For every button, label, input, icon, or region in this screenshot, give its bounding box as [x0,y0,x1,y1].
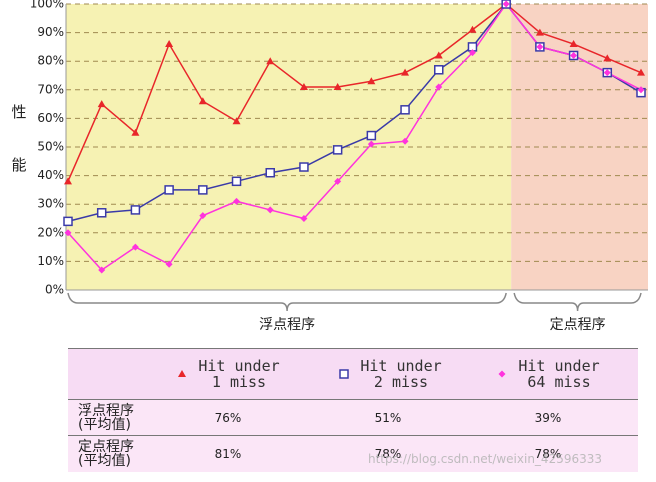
y-tick-label: 20% [37,225,64,239]
marker [198,185,208,195]
marker [339,369,350,379]
marker [165,260,173,268]
marker [366,130,377,141]
table-cell: 76% [214,411,242,425]
marker [98,266,106,274]
y-tick-label: 30% [37,197,64,211]
series-line [67,3,642,182]
marker [164,185,174,195]
marker [64,177,72,185]
marker [178,370,187,377]
marker [63,216,73,227]
table-cell: 78% [374,447,402,461]
marker [637,86,645,94]
legend-item: Hit under 1 miss [138,349,318,399]
marker [233,197,241,205]
chart: 性能 浮点程序 定点程序 0% 10% 20% 30% 40% 50% 60% 70% 80% 90%… [10,0,648,333]
region-bracket [67,292,507,312]
marker [130,205,141,215]
marker [334,177,342,185]
y-tick-label: 70% [37,82,64,96]
marker [199,212,207,220]
marker [435,83,443,91]
marker [265,167,275,178]
y-tick-label: 90% [37,25,64,39]
marker [300,215,308,222]
marker [637,68,645,76]
y-tick-label: 10% [37,254,64,268]
marker [401,137,409,145]
marker [96,208,107,218]
legend-item: Hit under 64 miss [458,349,638,399]
y-tick-label: 80% [37,54,64,68]
legend-marker [178,370,187,377]
marker [131,128,140,136]
y-axis-title: 性能 [10,104,28,210]
marker [198,97,207,105]
legend-label: Hit under 2 miss [360,357,442,391]
marker [131,243,139,251]
marker [498,370,506,378]
marker [468,49,476,57]
legend-marker [498,370,506,378]
row-header: 浮点程序 (平均值) [78,403,134,433]
watermark: https://blog.csdn.net/weixin_42596333 [368,452,603,466]
marker [603,69,611,77]
table-cell: 81% [214,447,242,461]
y-tick-label: 50% [37,140,64,154]
marker [535,28,544,36]
y-tick-label: 40% [37,168,64,182]
marker [468,25,477,33]
table-row: 浮点程序 (平均值) 76% 51% 39% [68,399,638,436]
marker [266,206,274,214]
legend-marker [339,369,350,379]
marker [97,100,106,108]
region-label: 浮点程序 [259,317,315,333]
series-line [67,2,642,271]
marker [400,105,410,115]
marker [299,162,309,172]
table-cell: 78% [534,447,562,461]
marker [231,176,242,187]
marker [232,117,241,125]
marker [332,145,343,155]
y-tick-label: 60% [37,111,64,125]
marker [502,0,510,8]
marker [266,57,275,65]
legend-item: Hit under 2 miss [300,349,480,399]
y-tick-label: 100% [30,0,64,11]
legend-label: Hit under 64 miss [518,357,600,391]
legend-label: Hit under 1 miss [198,357,280,391]
marker [64,229,72,237]
row-header: 定点程序 (平均值) [78,439,134,469]
table-cell: 39% [534,411,562,425]
marker [570,51,578,59]
marker [401,68,410,76]
marker [434,65,444,75]
marker [367,140,375,148]
table-cell: 51% [374,411,402,425]
region-label: 定点程序 [550,317,606,333]
y-tick-label: 0% [45,283,64,297]
marker [536,43,544,51]
marker [299,82,308,90]
marker [165,40,174,48]
marker [367,77,376,85]
marker [569,40,578,48]
marker [333,82,342,90]
marker [603,54,612,62]
table-header: Hit under 1 miss Hit under 2 miss Hit unde… [68,349,638,399]
table-row: 定点程序 (平均值) 81% 78% 78% [68,435,638,472]
region-bracket [513,292,642,312]
marker [434,51,443,59]
table: Hit under 1 miss Hit under 2 miss Hit unde… [68,348,638,472]
